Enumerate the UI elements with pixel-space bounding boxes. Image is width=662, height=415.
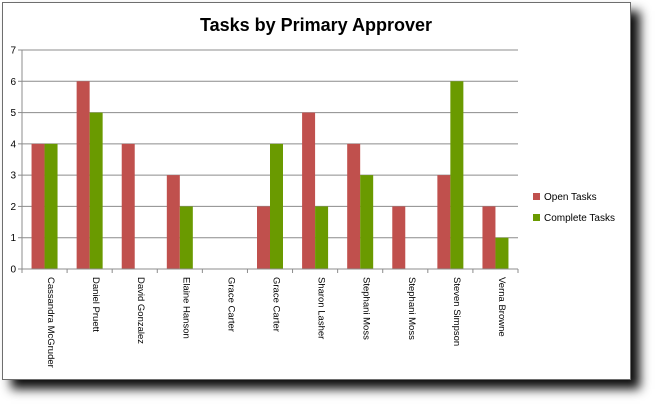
x-tick-label: Verna Browne (496, 277, 507, 337)
bar-open-tasks (76, 81, 90, 270)
y-tick-label: 5 (10, 108, 16, 119)
bar-open-tasks (166, 175, 180, 269)
legend-label: Open Tasks (544, 192, 597, 203)
bar-complete-tasks (450, 81, 464, 270)
axes (18, 49, 519, 273)
x-tick-labels: Cassandra McGruder Daniel Pruett David Gon… (45, 277, 507, 368)
bar-open-tasks (437, 175, 451, 269)
x-tick-label: Grace Carter (271, 277, 282, 332)
bar-open-tasks (31, 143, 45, 269)
y-tick-label: 4 (10, 139, 16, 150)
bar-complete-tasks (179, 206, 193, 269)
x-tick-label: David Gonzalez (135, 277, 146, 344)
x-tick-label: Daniel Pruett (90, 277, 101, 332)
bar-open-tasks (257, 206, 270, 269)
bar-open-tasks (347, 143, 361, 269)
x-tick-label: Steven Simpson (451, 277, 462, 346)
x-tick-label: Stephani Moss (361, 277, 372, 340)
bar-open-tasks (121, 143, 135, 269)
bar-open-tasks (482, 206, 496, 269)
bar-open-tasks (392, 206, 406, 269)
chart-frame: Tasks by Primary Approver 0 1 2 3 4 5 6 7 Cassa… (2, 2, 631, 380)
legend-swatch (533, 214, 540, 221)
bar-complete-tasks (270, 143, 283, 269)
x-tick-label: Grace Carter (225, 277, 236, 332)
bar-open-tasks (302, 112, 316, 269)
chart-title: Tasks by Primary Approver (200, 15, 432, 35)
x-tick-label: Stephani Moss (406, 277, 417, 340)
x-tick-label: Elaine Hanson (180, 277, 191, 339)
y-tick-label: 1 (10, 233, 16, 244)
bar-complete-tasks (89, 112, 103, 269)
bar-complete-tasks (315, 206, 329, 269)
bar-complete-tasks (360, 175, 374, 269)
y-tick-label: 6 (10, 77, 16, 88)
x-tick-label: Cassandra McGruder (45, 277, 56, 368)
bar-complete-tasks (44, 143, 58, 269)
legend-label: Complete Tasks (544, 213, 615, 224)
y-tick-label: 0 (10, 265, 16, 276)
bar-complete-tasks (495, 237, 509, 269)
y-tick-labels: 0 1 2 3 4 5 6 7 (10, 46, 16, 276)
legend: Open Tasks Complete Tasks (533, 192, 615, 224)
bars (31, 81, 509, 270)
legend-swatch (533, 193, 540, 200)
bar-chart: Tasks by Primary Approver 0 1 2 3 4 5 6 7 Cassa… (10, 15, 615, 368)
y-tick-label: 7 (10, 46, 16, 57)
y-tick-label: 3 (10, 171, 16, 182)
x-tick-label: Sharon Lasher (316, 277, 327, 339)
y-tick-label: 2 (10, 202, 16, 213)
